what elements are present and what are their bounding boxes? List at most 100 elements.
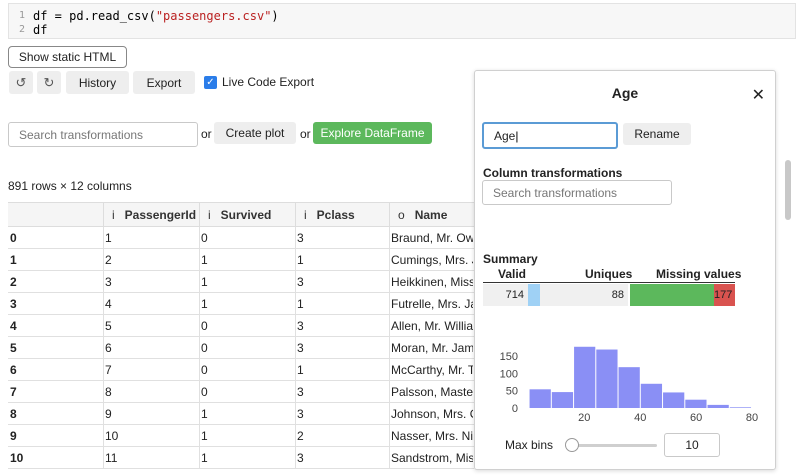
code-text: ) bbox=[271, 9, 279, 23]
line-number: 2 bbox=[18, 24, 25, 35]
table-row[interactable]: 6 7 0 1 McCarthy, Mr. Ti... bbox=[8, 359, 474, 381]
x-tick-label: 60 bbox=[690, 412, 702, 424]
table-row[interactable]: 1 2 1 1 Cumings, Mrs. J... bbox=[8, 249, 474, 271]
code-text: df bbox=[33, 23, 48, 37]
row-index: 4 bbox=[10, 319, 17, 333]
table-row[interactable]: 8 9 1 3 Johnson, Mrs. O... bbox=[8, 403, 474, 425]
max-bins-slider-handle[interactable] bbox=[564, 438, 579, 452]
show-static-html-button[interactable]: Show static HTML bbox=[8, 46, 127, 68]
histogram-bar bbox=[618, 367, 640, 408]
or-label: or bbox=[300, 127, 311, 141]
table-cell: McCarthy, Mr. Ti... bbox=[391, 363, 473, 377]
table-cell: Moran, Mr. James bbox=[391, 341, 473, 355]
scrollbar[interactable] bbox=[785, 160, 791, 220]
table-row[interactable]: 2 3 1 3 Heikkinen, Miss. ... bbox=[8, 271, 474, 293]
table-cell: Heikkinen, Miss. ... bbox=[391, 275, 473, 289]
table-cell: 1 bbox=[105, 231, 112, 245]
table-row[interactable]: 7 8 0 3 Palsson, Master. ... bbox=[8, 381, 474, 403]
table-cell: Palsson, Master. ... bbox=[391, 385, 473, 399]
export-button[interactable]: Export bbox=[133, 71, 195, 94]
explore-dataframe-button[interactable]: Explore DataFrame bbox=[313, 122, 432, 144]
histogram-bar bbox=[640, 383, 663, 408]
table-cell: 1 bbox=[201, 275, 208, 289]
code-cell[interactable]: 1 df = pd.read_csv("passengers.csv") 2 d… bbox=[8, 3, 796, 39]
max-bins-input[interactable]: 10 bbox=[664, 433, 720, 457]
x-tick-label: 80 bbox=[746, 412, 758, 424]
histogram-bar bbox=[663, 392, 685, 408]
table-cell: 1 bbox=[201, 407, 208, 421]
close-icon[interactable]: ✕ bbox=[751, 87, 765, 104]
column-divider bbox=[199, 227, 200, 469]
table-cell: 4 bbox=[105, 297, 112, 311]
table-cell: Allen, Mr. William... bbox=[391, 319, 473, 333]
histogram-bar bbox=[685, 399, 707, 408]
table-cell: 0 bbox=[201, 319, 208, 333]
table-cell: 1 bbox=[201, 429, 208, 443]
table-row[interactable]: 0 1 0 3 Braund, Mr. Owe... bbox=[8, 227, 474, 249]
redo-icon[interactable]: ↻ bbox=[37, 71, 61, 94]
row-index: 3 bbox=[10, 297, 17, 311]
max-bins-value: 10 bbox=[685, 438, 699, 452]
x-tick-label: 20 bbox=[578, 412, 590, 424]
column-divider bbox=[103, 227, 104, 469]
valid-bar bbox=[528, 284, 540, 306]
uniques-count: 88 bbox=[540, 284, 628, 306]
y-tick-label: 150 bbox=[500, 351, 518, 363]
missing-count: 177 bbox=[714, 284, 735, 306]
column-name-input[interactable]: Age | bbox=[482, 122, 618, 149]
table-cell: 6 bbox=[105, 341, 112, 355]
create-plot-button[interactable]: Create plot bbox=[214, 122, 296, 144]
table-cell: 1 bbox=[297, 363, 304, 377]
y-tick-label: 100 bbox=[500, 368, 518, 380]
table-cell: Cumings, Mrs. J... bbox=[391, 253, 473, 267]
table-row[interactable]: 5 6 0 3 Moran, Mr. James bbox=[8, 337, 474, 359]
table-row[interactable]: 9 10 1 2 Nasser, Mrs. Nic... bbox=[8, 425, 474, 447]
row-index: 1 bbox=[10, 253, 17, 267]
column-divider bbox=[295, 227, 296, 469]
line-number: 1 bbox=[18, 10, 25, 21]
column-header[interactable]: i PassengerId bbox=[103, 203, 199, 227]
row-index: 9 bbox=[10, 429, 17, 443]
table-row[interactable]: 4 5 0 3 Allen, Mr. William... bbox=[8, 315, 474, 337]
live-code-export-checkbox[interactable]: ✓ bbox=[204, 76, 217, 89]
undo-icon[interactable]: ↺ bbox=[9, 71, 33, 94]
column-header[interactable]: i Pclass bbox=[295, 203, 389, 227]
column-name-value: Age bbox=[494, 128, 516, 143]
max-bins-slider-track[interactable] bbox=[567, 444, 657, 447]
column-search-input[interactable]: Search transformations bbox=[482, 180, 672, 205]
column-header[interactable]: i Survived bbox=[199, 203, 295, 227]
table-cell: 3 bbox=[297, 407, 304, 421]
column-header[interactable]: o Name bbox=[389, 203, 474, 227]
table-cell: 2 bbox=[297, 429, 304, 443]
column-transformations-heading: Column transformations bbox=[483, 166, 623, 180]
table-cell: 7 bbox=[105, 363, 112, 377]
table-cell: Johnson, Mrs. O... bbox=[391, 407, 473, 421]
histogram-bar bbox=[529, 389, 551, 408]
row-index: 7 bbox=[10, 385, 17, 399]
table-cell: 1 bbox=[297, 253, 304, 267]
table-cell: 8 bbox=[105, 385, 112, 399]
column-divider bbox=[389, 227, 390, 469]
table-cell: 3 bbox=[297, 385, 304, 399]
histogram-bar bbox=[551, 392, 574, 408]
y-tick-label: 0 bbox=[512, 403, 518, 415]
row-index: 0 bbox=[10, 231, 17, 245]
table-cell: 0 bbox=[201, 385, 208, 399]
panel-title: Age bbox=[611, 85, 639, 101]
table-cell: 0 bbox=[201, 363, 208, 377]
search-transformations-input[interactable]: Search transformations bbox=[8, 122, 198, 147]
missing-ok-bar bbox=[630, 284, 714, 306]
rename-button[interactable]: Rename bbox=[623, 123, 691, 145]
table-row[interactable]: 3 4 1 1 Futrelle, Mrs. Jac... bbox=[8, 293, 474, 315]
table-cell: 0 bbox=[201, 231, 208, 245]
table-cell: 0 bbox=[201, 341, 208, 355]
history-button[interactable]: History bbox=[66, 71, 129, 94]
valid-count: 714 bbox=[483, 284, 528, 306]
row-index: 2 bbox=[10, 275, 17, 289]
table-cell: 1 bbox=[201, 297, 208, 311]
histogram-bar bbox=[574, 346, 596, 408]
table-cell: Nasser, Mrs. Nic... bbox=[391, 429, 473, 443]
table-cell: 9 bbox=[105, 407, 112, 421]
search-placeholder: Search transformations bbox=[19, 127, 144, 142]
